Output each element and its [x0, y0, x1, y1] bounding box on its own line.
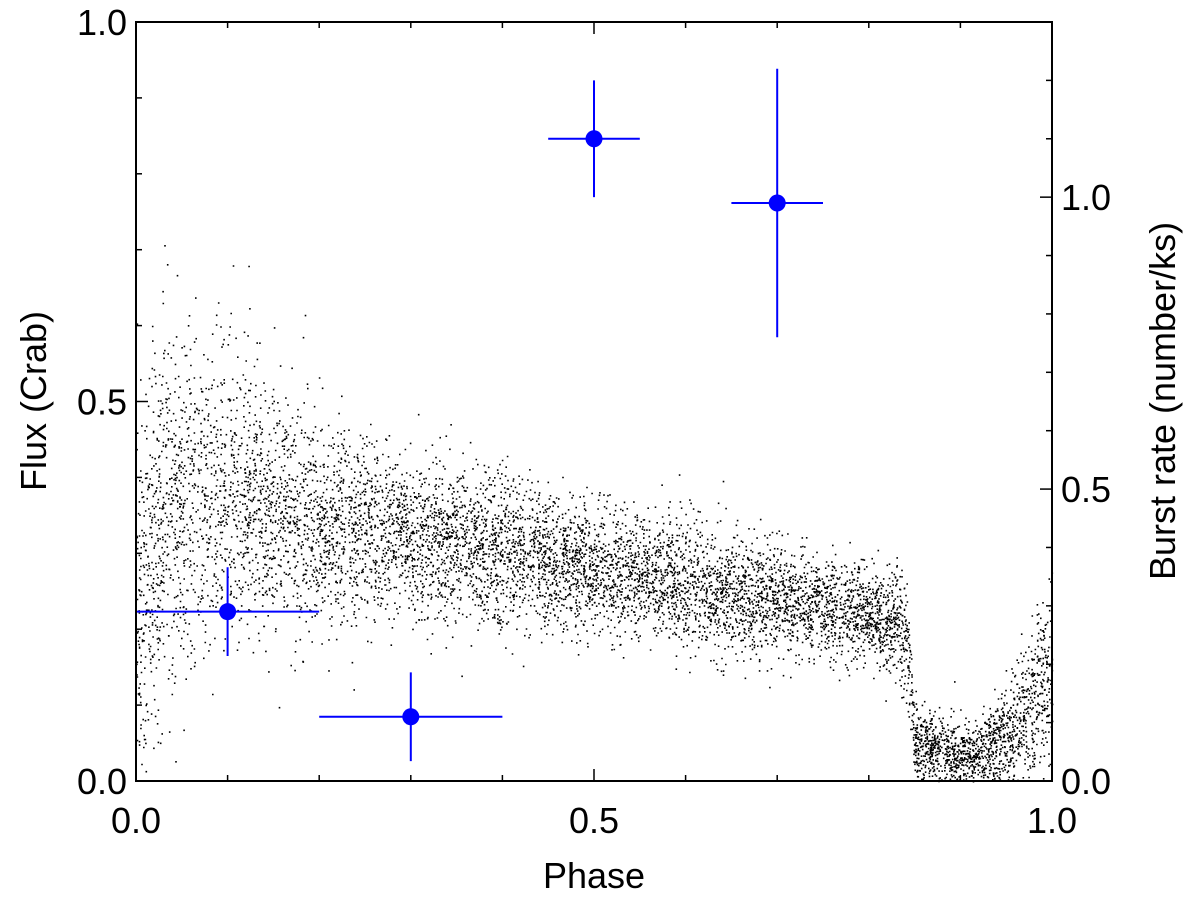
tick-layer: 0.0 0.5 1.00.00.51.00.00.51.0 — [77, 2, 1111, 841]
y-tick-label: 0.5 — [77, 382, 127, 423]
burst-rate-point — [136, 567, 320, 657]
burst-rate-point — [319, 672, 503, 762]
flux-scatter-layer — [136, 245, 1054, 783]
burst-rate-marker — [219, 603, 237, 621]
x-tick-label: 1.0 — [1027, 800, 1077, 841]
y2-tick-label: 0.5 — [1061, 469, 1111, 510]
x-axis-title: Phase — [543, 855, 645, 896]
burst-rate-marker — [585, 130, 603, 148]
y-tick-label: 0.0 — [77, 761, 127, 802]
y-axis-title: Flux (Crab) — [13, 311, 54, 491]
burst-rate-point — [548, 80, 640, 198]
burst-rate-errorbar-layer — [136, 68, 823, 762]
burst-rate-point — [731, 68, 823, 338]
flux-data-points — [136, 245, 1054, 783]
burst-rate-marker — [402, 708, 420, 726]
y2-tick-label: 0.0 — [1061, 761, 1111, 802]
y2-axis-title: Burst rate (number/ks) — [1142, 222, 1183, 580]
burst-rate-marker — [768, 194, 786, 212]
x-tick-label: 0.5 — [569, 800, 619, 841]
x-tick-label: 0.0 — [111, 800, 161, 841]
y-tick-label: 1.0 — [77, 2, 127, 43]
y2-tick-label: 1.0 — [1061, 177, 1111, 218]
